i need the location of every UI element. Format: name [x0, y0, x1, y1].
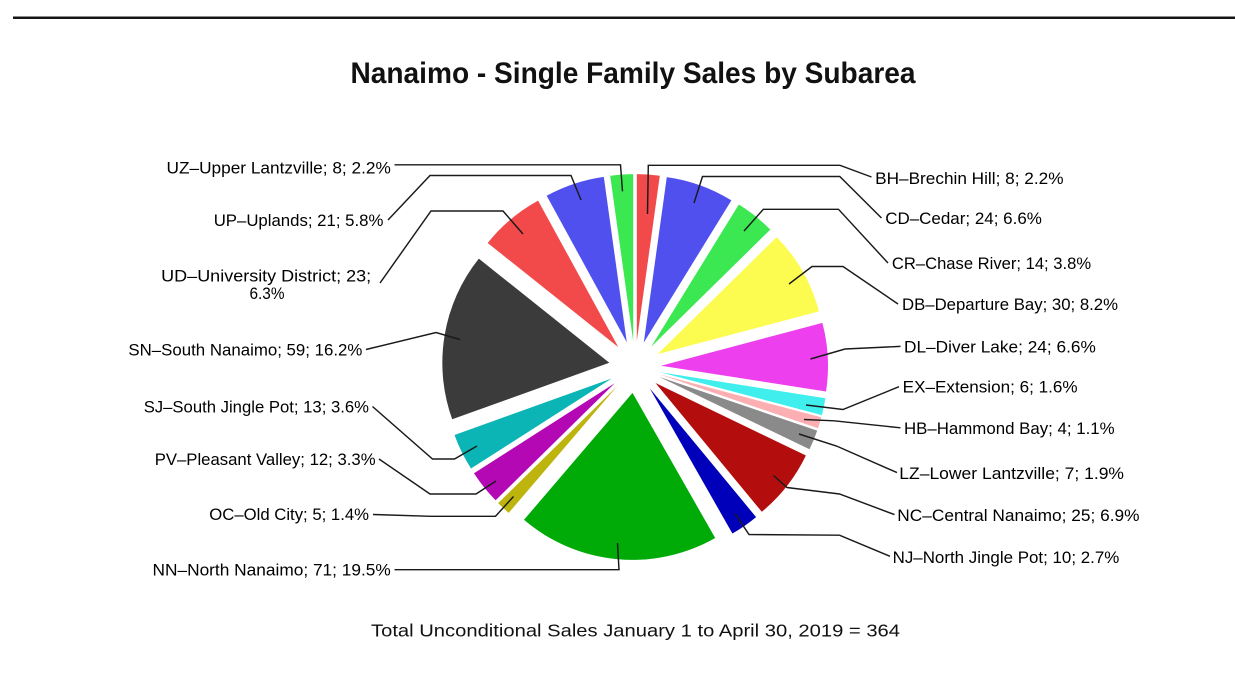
svg-text:CR–Chase River; 14; 3.8%: CR–Chase River; 14; 3.8%	[892, 254, 1091, 273]
svg-text:LZ–Lower Lantzville; 7; 1.9%: LZ–Lower Lantzville; 7; 1.9%	[899, 464, 1124, 483]
svg-text:BH–Brechin Hill; 8; 2.2%: BH–Brechin Hill; 8; 2.2%	[875, 169, 1063, 188]
svg-text:NN–North Nanaimo; 71; 19.5%: NN–North Nanaimo; 71; 19.5%	[153, 561, 391, 580]
svg-text:UZ–Upper Lantzville; 8; 2.2%: UZ–Upper Lantzville; 8; 2.2%	[167, 159, 391, 178]
svg-text:OC–Old City; 5; 1.4%: OC–Old City; 5; 1.4%	[209, 505, 369, 524]
svg-text:Total Unconditional Sales Janu: Total Unconditional Sales January 1 to A…	[371, 621, 900, 641]
svg-text:NC–Central Nanaimo; 25; 6.9%: NC–Central Nanaimo; 25; 6.9%	[897, 506, 1139, 525]
svg-text:NJ–North Jingle Pot; 10; 2.7%: NJ–North Jingle Pot; 10; 2.7%	[893, 548, 1120, 567]
svg-text:DB–Departure Bay; 30; 8.2%: DB–Departure Bay; 30; 8.2%	[902, 295, 1118, 314]
svg-text:UP–Uplands; 21; 5.8%: UP–Uplands; 21; 5.8%	[214, 211, 384, 230]
svg-text:CD–Cedar; 24; 6.6%: CD–Cedar; 24; 6.6%	[885, 209, 1042, 228]
svg-text:EX–Extension; 6; 1.6%: EX–Extension; 6; 1.6%	[903, 378, 1078, 397]
svg-text:DL–Diver Lake; 24; 6.6%: DL–Diver Lake; 24; 6.6%	[904, 337, 1096, 356]
svg-text:PV–Pleasant Valley; 12; 3.3%: PV–Pleasant Valley; 12; 3.3%	[155, 450, 376, 469]
svg-text:6.3%: 6.3%	[250, 284, 285, 303]
svg-text:UD–University District; 23;: UD–University District; 23;	[161, 267, 371, 286]
svg-text:HB–Hammond Bay; 4; 1.1%: HB–Hammond Bay; 4; 1.1%	[904, 419, 1115, 438]
svg-text:Nanaimo - Single Family Sales: Nanaimo - Single Family Sales by Subarea	[351, 57, 917, 90]
svg-text:SJ–South Jingle Pot; 13; 3.6%: SJ–South Jingle Pot; 13; 3.6%	[144, 398, 369, 417]
svg-text:SN–South Nanaimo; 59; 16.2%: SN–South Nanaimo; 59; 16.2%	[128, 341, 362, 360]
